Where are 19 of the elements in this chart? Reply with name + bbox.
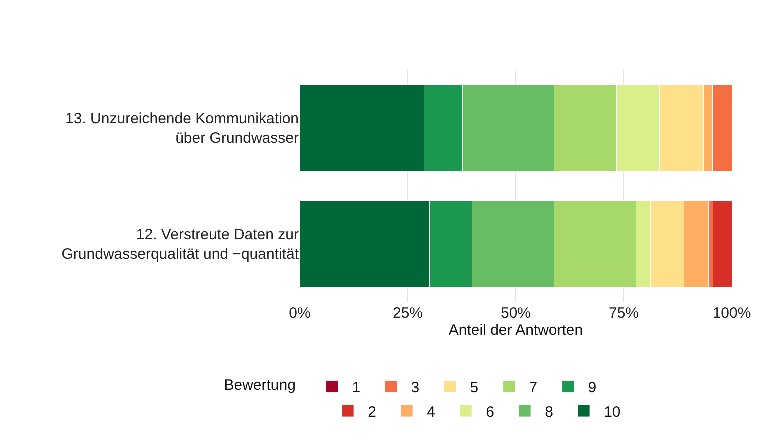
legend-label: 7 [529,380,538,397]
x-tick-label: 25% [392,305,424,322]
y-tick-label: 13. Unzureichende Kommunikation über Grundwasser [66,110,299,147]
legend-label: 1 [352,380,361,397]
y-tick-label: 12. Verstreute Daten zur Grundwasserqualität und −quantität [62,226,300,263]
x-tick-label: 75% [608,305,640,322]
legend-label: 9 [588,380,597,397]
x-tick-label: 50% [500,305,532,322]
x-tick-label: 100% [712,305,752,322]
legend-title: Bewertung [224,376,304,394]
legend-label: 8 [545,404,554,421]
legend-label: 4 [427,404,436,421]
legend-label: 10 [604,404,621,421]
x-axis-title: Anteil der Antworten [448,322,584,339]
x-tick-label: 0% [289,305,311,322]
legend-label: 5 [470,380,479,397]
legend-label: 2 [368,404,376,421]
legend-label: 3 [411,380,420,397]
legend-label: 6 [486,404,494,421]
